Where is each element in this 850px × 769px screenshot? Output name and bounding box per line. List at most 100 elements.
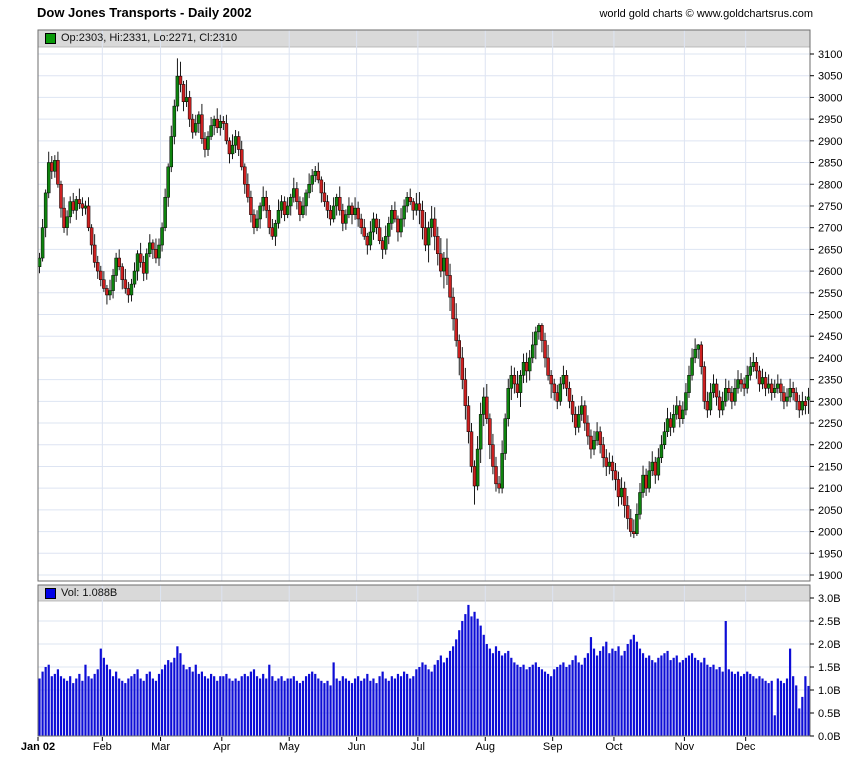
- candle-body: [635, 513, 639, 535]
- candle-body: [469, 431, 474, 467]
- candle-body: [748, 366, 753, 376]
- price-legend: Op:2303, Hi:2331, Lo:2271, Cl:2310: [45, 32, 237, 44]
- panel-backgrounds: [37, 29, 811, 736]
- volume-bar: [213, 676, 216, 736]
- volume-bar: [758, 676, 761, 736]
- candle-body: [717, 396, 722, 411]
- price-tick-label: 1950: [818, 548, 842, 560]
- candle-body: [647, 470, 651, 489]
- candle-body: [230, 144, 235, 155]
- candle-body: [145, 253, 149, 274]
- volume-bar: [461, 621, 464, 736]
- candle-body: [757, 370, 762, 385]
- candle-body: [491, 444, 495, 467]
- candle-body: [200, 114, 204, 139]
- candle-body: [221, 121, 226, 124]
- volume-bar: [504, 653, 507, 736]
- volume-bar: [142, 680, 145, 736]
- candle-body: [439, 253, 443, 272]
- volume-bar: [75, 678, 78, 736]
- candle-body: [203, 138, 207, 150]
- volume-bar: [412, 676, 415, 736]
- price-tick-label: 2200: [818, 440, 842, 452]
- candle-body: [99, 270, 103, 281]
- volume-bar: [697, 660, 700, 736]
- candle-body: [665, 418, 670, 432]
- volume-bar: [491, 653, 495, 736]
- axis-labels: 3100 3050 3000 2950 2900 2850 2800 2750 2700 2650…: [21, 49, 843, 753]
- volume-bar: [145, 673, 148, 736]
- volume-bar: [203, 676, 207, 736]
- candle-body: [316, 170, 321, 181]
- candle-body: [622, 487, 627, 506]
- volume-bars: [38, 604, 810, 736]
- chart-title: Dow Jones Transports - Daily 2002: [37, 5, 252, 20]
- volume-bar: [721, 671, 724, 736]
- candle-body: [239, 149, 244, 168]
- volume-bar: [424, 664, 427, 736]
- volume-bar: [136, 669, 139, 736]
- candle-body: [383, 236, 388, 250]
- volume-bar: [179, 653, 182, 736]
- volume-bar: [393, 678, 396, 736]
- volume-bar: [648, 655, 651, 736]
- volume-bar: [108, 669, 112, 736]
- volume-bar: [730, 671, 733, 736]
- candle-body: [102, 279, 106, 289]
- volume-bar: [154, 680, 158, 736]
- volume-bar: [99, 648, 102, 736]
- volume-bar: [703, 657, 706, 736]
- volume-bar: [311, 671, 314, 736]
- candle-body: [252, 214, 256, 228]
- candle-body: [733, 388, 737, 402]
- volume-bar: [543, 671, 547, 736]
- volume-bar: [274, 680, 277, 736]
- candle-body: [92, 244, 97, 263]
- candle-body: [50, 162, 54, 172]
- candle-body: [478, 414, 483, 450]
- candle-body: [662, 431, 667, 446]
- volume-bar: [519, 667, 522, 736]
- volume-tick-label: 0.5B: [818, 708, 841, 720]
- volume-bar: [115, 671, 118, 736]
- volume-bar: [620, 655, 623, 736]
- volume-bar: [795, 685, 798, 736]
- candle-body: [711, 383, 716, 393]
- volume-bar: [353, 678, 357, 736]
- volume-bar: [773, 715, 776, 736]
- volume-bar: [271, 676, 274, 736]
- volume-tick-label: 0.0B: [818, 731, 841, 743]
- candle-body: [166, 166, 170, 198]
- candle-body: [800, 401, 805, 411]
- volume-bar: [776, 678, 779, 736]
- candle-body: [699, 344, 703, 367]
- volume-bar: [262, 673, 265, 736]
- candle-body: [788, 388, 792, 398]
- volume-bar: [118, 678, 121, 736]
- price-tick-label: 3050: [818, 71, 842, 83]
- volume-bar: [265, 678, 268, 736]
- candle-body: [668, 418, 673, 428]
- month-label: Sep: [543, 741, 563, 753]
- candle-body: [325, 201, 330, 211]
- price-tick-label: 2250: [818, 418, 842, 430]
- candle-body: [368, 231, 373, 246]
- volume-bar: [788, 648, 792, 736]
- volume-bar: [690, 653, 694, 736]
- volume-bar: [482, 634, 485, 736]
- volume-bar: [170, 662, 173, 736]
- candle-body: [135, 253, 140, 272]
- volume-bar: [626, 644, 629, 736]
- volume-bar: [378, 676, 381, 736]
- price-tick-label: 3100: [818, 49, 842, 61]
- candle-body: [169, 136, 174, 168]
- volume-bar: [580, 664, 583, 736]
- candle-body: [779, 383, 783, 393]
- volume-bar: [675, 655, 678, 736]
- volume-bar: [366, 673, 369, 736]
- volume-bar: [418, 667, 421, 736]
- candle-body: [598, 431, 602, 446]
- candle-body: [773, 388, 777, 393]
- volume-bar: [565, 667, 568, 736]
- candle-body: [690, 357, 694, 376]
